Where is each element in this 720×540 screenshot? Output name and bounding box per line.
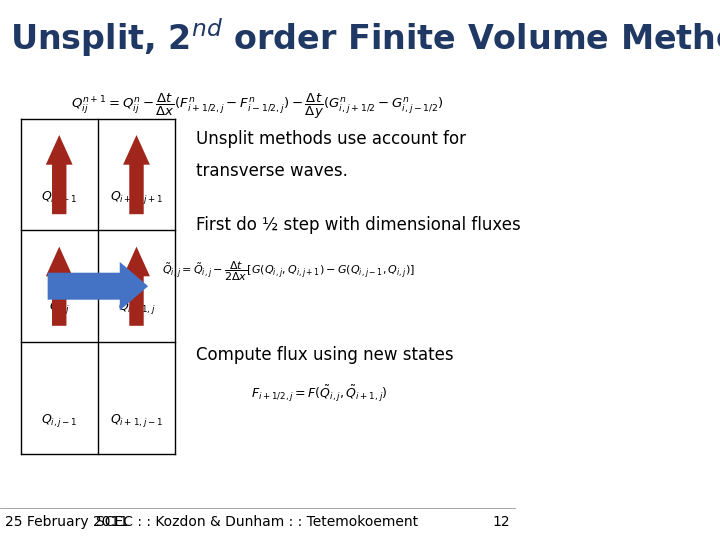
Text: $F_{i+1/2,j} = F(\tilde{Q}_{i,j}, \tilde{Q}_{i+1,j})$: $F_{i+1/2,j} = F(\tilde{Q}_{i,j}, \tilde… bbox=[251, 383, 387, 404]
Text: Unsplit, 2$^{nd}$ order Finite Volume Method: Unsplit, 2$^{nd}$ order Finite Volume Me… bbox=[10, 16, 720, 59]
Text: $\tilde{Q}_{i+1,j}$: $\tilde{Q}_{i+1,j}$ bbox=[117, 297, 156, 318]
Text: $Q_{i,j-1}$: $Q_{i,j-1}$ bbox=[41, 412, 78, 429]
Text: $\tilde{Q}_{i,j} = \tilde{Q}_{i,j} - \dfrac{\Delta t}{2\Delta x}\left[G(Q_{i,j},: $\tilde{Q}_{i,j} = \tilde{Q}_{i,j} - \df… bbox=[162, 259, 415, 282]
Polygon shape bbox=[123, 135, 150, 214]
Text: $Q_{i+1,j-1}$: $Q_{i+1,j-1}$ bbox=[110, 412, 163, 429]
Text: SCEC : : Kozdon & Dunham : : Tetemokoement: SCEC : : Kozdon & Dunham : : Tetemokoeme… bbox=[96, 515, 418, 529]
Text: Compute flux using new states: Compute flux using new states bbox=[196, 346, 454, 363]
Text: 25 February 2011: 25 February 2011 bbox=[5, 515, 128, 529]
Polygon shape bbox=[46, 135, 73, 214]
Polygon shape bbox=[46, 247, 73, 326]
Text: $\tilde{Q}_{i,j}$: $\tilde{Q}_{i,j}$ bbox=[48, 297, 70, 318]
Text: Unsplit methods use account for: Unsplit methods use account for bbox=[196, 130, 466, 147]
Text: $Q_{i,j+1}$: $Q_{i,j+1}$ bbox=[41, 189, 78, 206]
Polygon shape bbox=[123, 247, 150, 326]
Text: $Q_{i+1,j+1}$: $Q_{i+1,j+1}$ bbox=[110, 189, 163, 206]
Text: $Q_{ij}^{n+1} = Q_{ij}^{n} - \dfrac{\Delta t}{\Delta x}(F_{i+1/2,j}^{n} - F_{i-1: $Q_{ij}^{n+1} = Q_{ij}^{n} - \dfrac{\Del… bbox=[71, 92, 444, 121]
Text: First do ½ step with dimensional fluxes: First do ½ step with dimensional fluxes bbox=[196, 216, 521, 234]
Polygon shape bbox=[48, 262, 148, 310]
Text: transverse waves.: transverse waves. bbox=[196, 162, 348, 180]
Text: 12: 12 bbox=[492, 515, 510, 529]
